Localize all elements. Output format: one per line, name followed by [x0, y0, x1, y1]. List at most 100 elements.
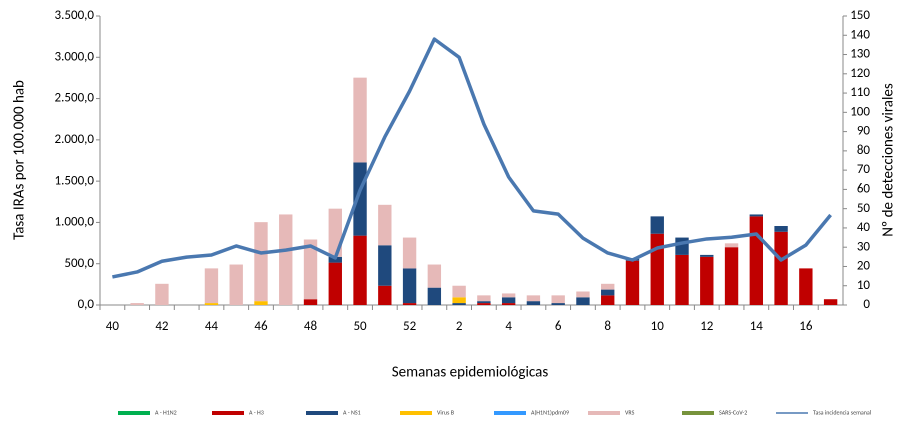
bar — [402, 268, 417, 304]
x-tick-label: 44 — [205, 319, 219, 334]
bar — [378, 245, 392, 286]
bar — [576, 291, 590, 298]
y2-tick-label: 60 — [857, 182, 871, 197]
y-tick-label: 3.500,0 — [55, 8, 95, 23]
bar — [601, 295, 615, 305]
x-tick-label: 10 — [651, 319, 665, 334]
bar — [799, 268, 813, 305]
bar — [452, 297, 466, 304]
x-tick-label: 16 — [799, 319, 813, 334]
legend-swatch — [494, 411, 526, 415]
y-tick-label: 2.000,0 — [55, 132, 95, 147]
y2-tick-label: 10 — [857, 278, 871, 293]
bar — [625, 260, 640, 305]
bar — [675, 237, 689, 255]
y-tick-label: 2.500,0 — [55, 91, 95, 106]
y2-tick-label: 150 — [850, 8, 870, 23]
bar — [551, 303, 565, 305]
bar — [155, 283, 169, 305]
bar — [526, 295, 541, 302]
bar — [700, 256, 714, 305]
bar — [823, 299, 838, 305]
bar — [279, 214, 293, 305]
bar — [576, 297, 590, 305]
bar — [477, 301, 491, 304]
bar — [229, 264, 243, 305]
bar — [378, 204, 392, 246]
bar — [402, 237, 417, 269]
legend-swatch — [400, 411, 432, 415]
line — [112, 37, 832, 279]
bar — [749, 214, 764, 217]
legend-label: VRS — [625, 408, 635, 416]
bar — [675, 254, 689, 305]
x-tick-label: 52 — [403, 319, 417, 334]
x-tick-label: 6 — [555, 319, 562, 334]
legend-label: Tasa incidencia semanal — [813, 408, 871, 416]
x-tick-label: 40 — [106, 319, 120, 334]
y2-tick-label: 50 — [857, 201, 871, 216]
y-tick-label: 1.500,0 — [55, 173, 95, 188]
bar — [774, 226, 788, 232]
legend-label: A - H3 — [249, 408, 264, 416]
bar — [749, 216, 764, 305]
y2-axis-title: Nº de detecciones virales — [880, 83, 898, 237]
y2-tick-label: 70 — [857, 162, 871, 177]
y2-tick-label: 40 — [857, 220, 871, 235]
y-axis-title: Tasa IRAs por 100.000 hab — [11, 80, 29, 240]
bar — [204, 268, 219, 304]
bar — [452, 285, 466, 298]
y2-tick-label: 0 — [863, 297, 870, 312]
bar — [601, 289, 615, 296]
x-tick-label: 50 — [353, 319, 367, 334]
y-tick-label: 500,0 — [64, 256, 94, 271]
bar — [204, 303, 219, 305]
bar — [427, 264, 442, 288]
bar — [328, 256, 342, 263]
bar — [501, 297, 516, 304]
x-tick-label: 42 — [155, 319, 169, 334]
y2-tick-label: 20 — [857, 259, 871, 274]
legend-label: A - NS1 — [343, 408, 361, 416]
legend-swatch — [212, 411, 244, 415]
bar — [650, 233, 664, 305]
bar — [551, 295, 565, 304]
bar — [303, 299, 318, 305]
x-tick-label: 12 — [700, 319, 714, 334]
bar — [254, 301, 268, 305]
bar — [601, 283, 615, 290]
y2-tick-label: 80 — [857, 143, 871, 158]
legend-swatch — [306, 411, 338, 415]
y2-tick-label: 130 — [850, 47, 870, 62]
y2-tick-label: 110 — [850, 85, 870, 100]
bar — [724, 243, 739, 248]
x-tick-label: 4 — [505, 319, 512, 334]
bar — [353, 235, 367, 305]
legend-swatch — [682, 411, 714, 415]
bar — [452, 303, 466, 305]
x-tick-label: 2 — [456, 319, 463, 334]
y-tick-label: 0,0 — [78, 297, 95, 312]
bar — [402, 303, 417, 305]
y2-tick-label: 100 — [850, 104, 870, 119]
legend-swatch — [588, 411, 620, 415]
bar — [477, 303, 491, 305]
y-tick-label: 1.000,0 — [55, 215, 95, 230]
x-tick-label: 8 — [604, 319, 611, 334]
y-tick-label: 3.000,0 — [55, 49, 95, 64]
legend-swatch — [118, 411, 150, 415]
y2-tick-label: 90 — [857, 124, 871, 139]
bar — [328, 262, 342, 305]
x-tick-label: 46 — [254, 319, 268, 334]
legend-label: SARS-CoV-2 — [719, 408, 747, 416]
bar — [427, 287, 442, 305]
y2-tick-label: 30 — [857, 239, 871, 254]
bar — [303, 239, 318, 300]
y2-tick-label: 140 — [850, 27, 870, 42]
bar — [130, 303, 144, 305]
bar — [501, 293, 516, 298]
bar — [650, 216, 664, 234]
bar — [378, 285, 392, 305]
bar — [254, 222, 268, 302]
